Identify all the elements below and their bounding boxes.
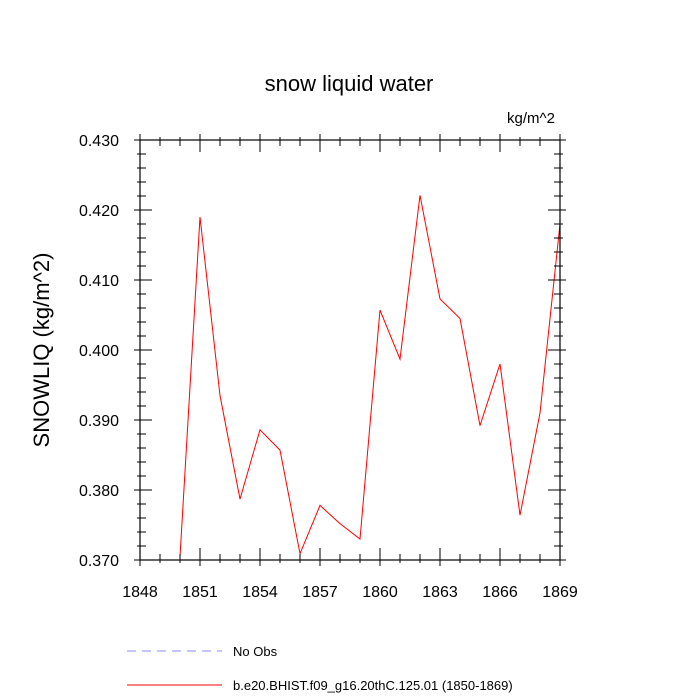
y-tick-label: 0.370 (79, 553, 119, 570)
y-tick-label: 0.400 (79, 343, 119, 360)
series-layer (179, 195, 561, 557)
y-tick-label: 0.410 (79, 273, 119, 290)
y-tick-label: 0.390 (79, 413, 119, 430)
plot-frame (139, 139, 561, 561)
x-tick-label: 1857 (302, 584, 338, 601)
x-tick-label: 1854 (242, 584, 278, 601)
x-tick-label: 1863 (422, 584, 458, 601)
tick-layer (134, 134, 566, 566)
y-tick-label: 0.380 (79, 483, 119, 500)
y-axis-label: SNOWLIQ (kg/m^2) (29, 253, 54, 448)
x-tick-label: 1866 (482, 584, 518, 601)
legend: No Obs b.e20.BHIST.f09_g16.20thC.125.01 … (127, 644, 513, 693)
series-line-0 (179, 195, 561, 557)
legend-label-no-obs: No Obs (233, 644, 278, 659)
legend-label-model: b.e20.BHIST.f09_g16.20thC.125.01 (1850-1… (233, 678, 513, 693)
y-tick-label: 0.420 (79, 203, 119, 220)
chart-title: snow liquid water (265, 71, 434, 96)
y-tick-label: 0.430 (79, 133, 119, 150)
x-tick-labels: 1848 1851 1854 1857 1860 1863 1866 1869 (122, 584, 578, 601)
x-tick-label: 1851 (182, 584, 218, 601)
units-label: kg/m^2 (507, 110, 555, 127)
x-tick-label: 1860 (362, 584, 398, 601)
x-tick-label: 1869 (542, 584, 578, 601)
x-tick-label: 1848 (122, 584, 158, 601)
y-tick-labels: 0.370 0.380 0.390 0.400 0.410 0.420 0.430 (79, 133, 119, 570)
